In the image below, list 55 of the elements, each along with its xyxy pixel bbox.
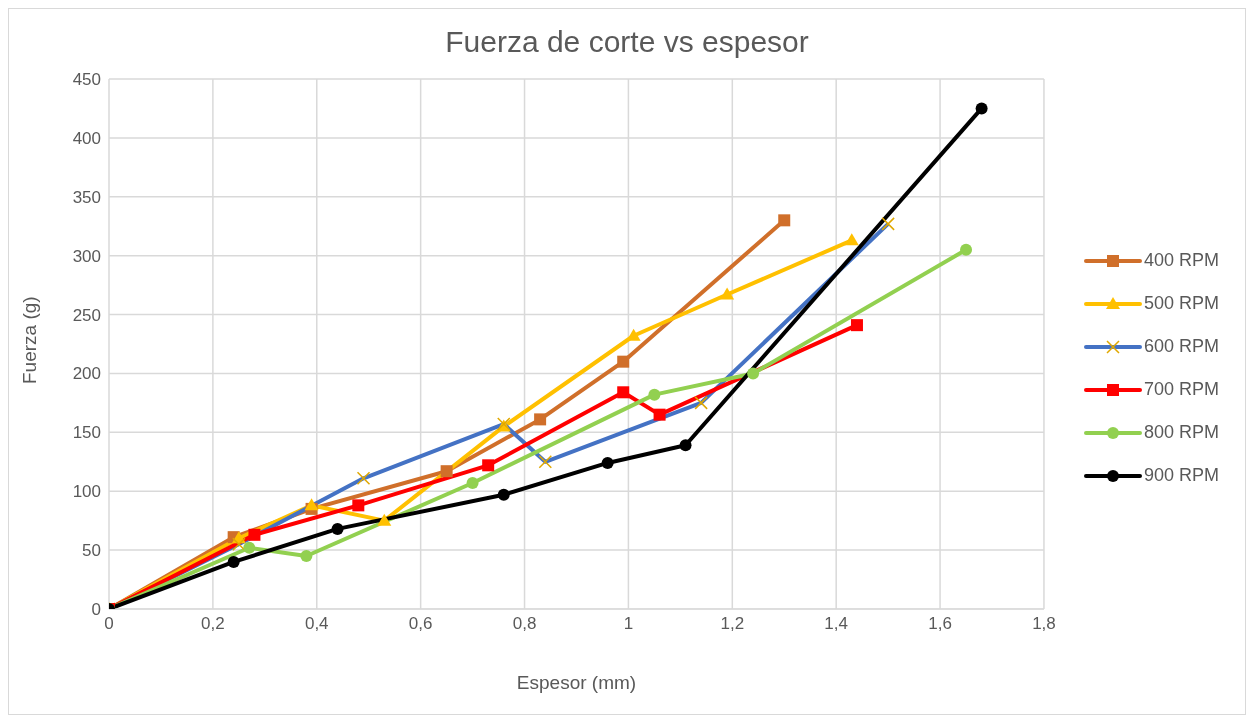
y-axis-title: Fuerza (g): [18, 296, 40, 384]
legend-label: 900 RPM: [1143, 465, 1219, 486]
point: [304, 498, 319, 511]
legend-label: 500 RPM: [1143, 293, 1219, 314]
point: [850, 319, 863, 332]
x-tick-label: 1,4: [824, 614, 849, 634]
legend-label: 600 RPM: [1143, 336, 1219, 357]
x-tick-label: 0: [104, 614, 114, 634]
y-tick-label: 150: [72, 423, 101, 443]
point: [243, 541, 256, 554]
legend-label: 400 RPM: [1143, 250, 1219, 271]
point: [720, 287, 735, 300]
y-tick-label: 250: [72, 305, 101, 325]
y-tick-label: 0: [91, 600, 101, 620]
point: [648, 388, 661, 401]
y-tick-label: 400: [72, 128, 101, 148]
legend-label: 800 RPM: [1143, 422, 1219, 443]
chart-title: Fuerza de corte vs espesor: [444, 25, 810, 59]
point: [248, 528, 261, 541]
y-tick-label: 100: [72, 482, 101, 502]
x-tick-label: 0,2: [201, 614, 225, 634]
point: [975, 102, 988, 115]
point: [653, 408, 666, 421]
x-axis-title: Espesor (mm): [516, 672, 637, 693]
x-tick-label: 1: [623, 614, 634, 634]
x-tick-label: 0,4: [304, 614, 329, 634]
point: [534, 413, 547, 426]
y-tick-label: 50: [82, 541, 101, 561]
legend-label: 700 RPM: [1143, 379, 1219, 400]
point: [482, 459, 495, 472]
point: [440, 465, 453, 478]
point: [300, 550, 313, 562]
y-tick-label: 450: [72, 70, 101, 90]
point: [679, 439, 692, 452]
point: [227, 555, 240, 568]
x-tick-label: 1,6: [928, 614, 952, 634]
point: [617, 355, 630, 368]
point: [617, 386, 630, 399]
x-tick-label: 0,8: [512, 614, 537, 634]
point: [497, 488, 510, 501]
point: [960, 243, 973, 256]
point: [352, 499, 365, 512]
point: [377, 513, 392, 526]
point: [331, 522, 344, 535]
point: [747, 367, 760, 380]
x-tick-label: 0,6: [408, 614, 433, 634]
y-tick-label: 300: [72, 246, 101, 266]
y-tick-label: 200: [72, 364, 101, 384]
point: [844, 233, 859, 246]
point: [466, 476, 479, 489]
y-tick-label: 350: [72, 187, 101, 207]
point: [601, 456, 614, 469]
point: [778, 214, 791, 227]
x-tick-label: 1,2: [720, 614, 745, 634]
x-tick-label: 1,8: [1032, 614, 1056, 634]
